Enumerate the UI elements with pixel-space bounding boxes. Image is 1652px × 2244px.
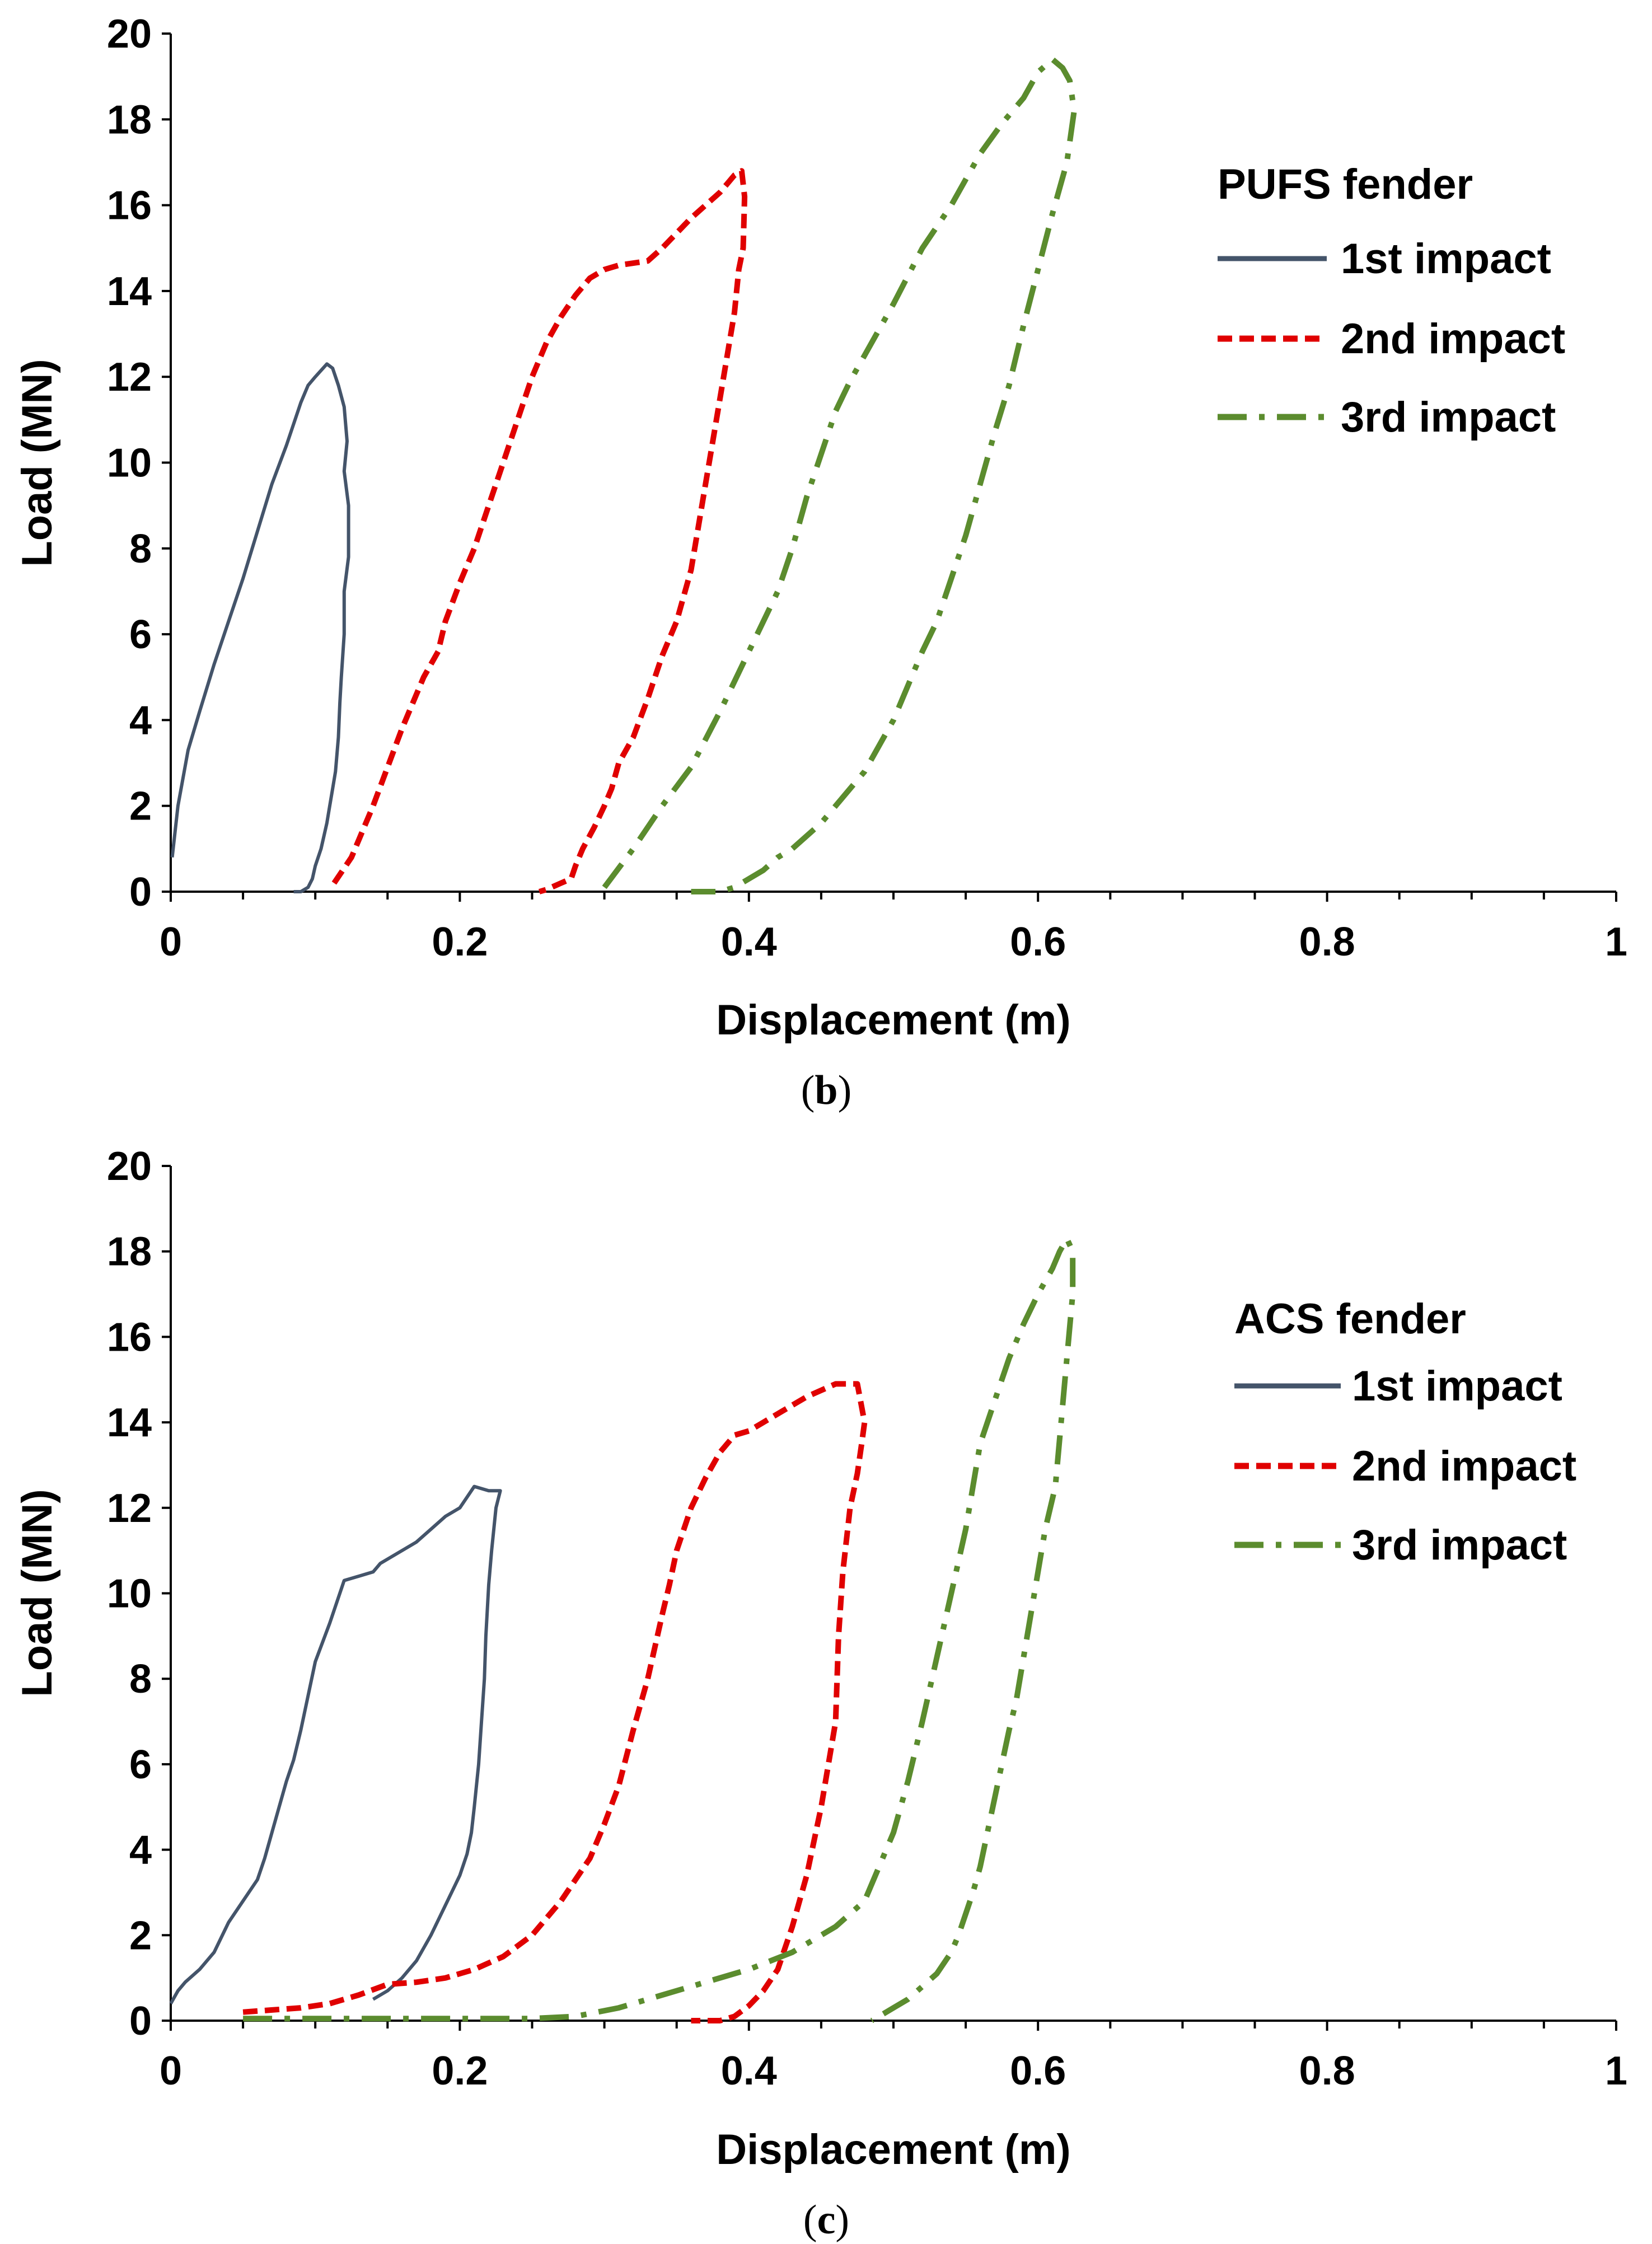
y-tick-label: 12: [107, 1486, 152, 1531]
caption-c-open: (: [803, 2197, 817, 2243]
legend-label-3rd: 3rd impact: [1352, 1521, 1567, 1569]
series-line-1: [170, 362, 350, 893]
legend: PUFS fender 1st impact 2nd impact 3rd im…: [1218, 161, 1565, 441]
series-line-3: [243, 1235, 1076, 2023]
y-tick-label: 12: [107, 355, 152, 400]
x-tick-label: 0: [160, 920, 182, 964]
legend: ACS fender 1st impact 2nd impact 3rd imp…: [1234, 1295, 1576, 1569]
caption-c-close: ): [835, 2197, 849, 2243]
caption-b-close: ): [838, 1067, 852, 1113]
y-tick-label: 0: [129, 1999, 152, 2044]
legend-title: PUFS fender: [1218, 161, 1473, 208]
legend-label-1st: 1st impact: [1352, 1362, 1562, 1410]
x-ticks: 0 0.2 0.4 0.6 0.8 1: [160, 892, 1627, 964]
y-tick-label: 10: [107, 1572, 152, 1617]
y-tick-label: 14: [107, 1400, 152, 1445]
y-tick-label: 20: [107, 1144, 152, 1189]
x-ticks: 0 0.2 0.4 0.6 0.8 1: [160, 2021, 1627, 2093]
y-ticks: 0 2 4 6 8 10 12 14 16 18 20: [107, 12, 171, 915]
y-tick-label: 14: [107, 269, 152, 314]
caption-b-letter: b: [815, 1067, 837, 1113]
legend-label-2nd: 2nd impact: [1341, 315, 1565, 363]
x-tick-label: 0.6: [1010, 2049, 1066, 2093]
x-axis-label: Displacement (m): [716, 996, 1071, 1044]
x-tick-label: 0.4: [721, 920, 777, 964]
series-line-2: [331, 168, 748, 894]
x-axis-label: Displacement (m): [716, 2126, 1071, 2173]
x-tick-label: 0.2: [432, 2049, 488, 2093]
x-tick-label: 1: [1605, 920, 1627, 964]
y-tick-label: 6: [129, 612, 152, 657]
y-tick-label: 4: [129, 698, 152, 743]
y-tick-label: 4: [129, 1828, 152, 1873]
y-tick-label: 16: [107, 184, 152, 228]
y-tick-label: 10: [107, 441, 152, 486]
y-tick-label: 6: [129, 1742, 152, 1787]
legend-label-1st: 1st impact: [1341, 235, 1551, 283]
y-ticks: 0 2 4 6 8 10 12 14 16 18 20: [107, 1144, 171, 2044]
series-group: [169, 1235, 1076, 2023]
y-tick-label: 18: [107, 1230, 152, 1275]
caption-c-letter: c: [817, 2197, 836, 2243]
y-tick-label: 20: [107, 12, 152, 57]
y-tick-label: 0: [129, 870, 152, 915]
series-line-2: [242, 1381, 868, 2023]
y-tick-label: 2: [129, 1913, 152, 1958]
y-tick-label: 18: [107, 97, 152, 142]
caption-b-open: (: [801, 1067, 815, 1113]
y-tick-label: 16: [107, 1315, 152, 1360]
x-tick-label: 0.4: [721, 2049, 777, 2093]
series-line-3: [602, 57, 1077, 894]
x-tick-label: 0: [160, 2049, 182, 2093]
y-axis-label: Load (MN): [13, 359, 61, 566]
y-tick-label: 8: [129, 1657, 152, 1702]
legend-title: ACS fender: [1234, 1295, 1466, 1343]
series-line-1: [169, 1484, 502, 2004]
legend-label-3rd: 3rd impact: [1341, 393, 1556, 441]
y-tick-label: 8: [129, 527, 152, 571]
x-tick-label: 0.8: [1299, 2049, 1355, 2093]
chart-panel-b: 0 2 4 6 8 10 12 14 16 18 20 0 0.2 0.4 0.6 0.8 1 Displac…: [13, 12, 1627, 1044]
x-tick-label: 1: [1605, 2049, 1627, 2093]
series-group: [170, 57, 1077, 894]
x-tick-label: 0.6: [1010, 920, 1066, 964]
x-tick-label: 0.2: [432, 920, 488, 964]
y-axis-label: Load (MN): [13, 1489, 61, 1697]
y-tick-label: 2: [129, 784, 152, 829]
x-tick-label: 0.8: [1299, 920, 1355, 964]
chart-panel-c: 0 2 4 6 8 10 12 14 16 18 20 0 0.2 0.4 0.6 0.8 1 Displac…: [13, 1144, 1627, 2173]
legend-label-2nd: 2nd impact: [1352, 1442, 1576, 1490]
caption-c: (c): [803, 2197, 849, 2243]
caption-b: (b): [801, 1067, 851, 1113]
